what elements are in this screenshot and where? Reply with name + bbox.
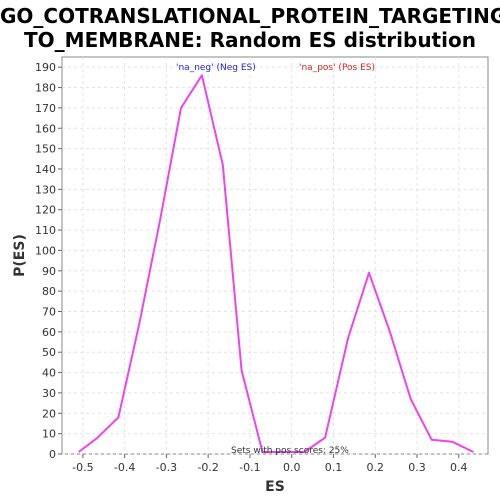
x-tick-label: 0.1 xyxy=(325,461,343,474)
series-line xyxy=(78,74,474,453)
x-tick-label: -0.5 xyxy=(72,461,93,474)
y-tick-label: 50 xyxy=(42,346,56,359)
y-tick-label: 140 xyxy=(35,163,56,176)
y-tick-label: 30 xyxy=(42,387,56,400)
y-tick-label: 10 xyxy=(42,428,56,441)
y-tick-label: 60 xyxy=(42,326,56,339)
pos-scores-annotation: Sets with pos scores: 25% xyxy=(231,446,349,456)
x-tick-label: -0.3 xyxy=(156,461,177,474)
y-tick-label: 110 xyxy=(35,224,56,237)
y-tick-label: 190 xyxy=(35,61,56,74)
y-tick-label: 180 xyxy=(35,82,56,95)
y-tick-label: 120 xyxy=(35,204,56,217)
chart-title-line-2: TO_MEMBRANE: Random ES distribution xyxy=(24,28,476,52)
x-tick-label: -0.1 xyxy=(239,461,260,474)
y-tick-label: 150 xyxy=(35,143,56,156)
x-tick-label: 0.3 xyxy=(408,461,426,474)
x-tick-label: 0.2 xyxy=(366,461,384,474)
y-axis-title: P(ES) xyxy=(12,234,28,277)
y-tick-label: 130 xyxy=(35,183,56,196)
y-tick-label: 100 xyxy=(35,244,56,257)
x-tick-label: -0.4 xyxy=(114,461,135,474)
y-tick-label: 70 xyxy=(42,305,56,318)
gridlines xyxy=(62,57,488,455)
x-tick-label: 0.0 xyxy=(283,461,301,474)
y-tick-label: 20 xyxy=(42,407,56,420)
plot-area xyxy=(61,56,489,455)
y-tick-label: 90 xyxy=(42,265,56,278)
y-tick-label: 0 xyxy=(49,448,56,461)
legend-entry-neg: 'na_neg' (Neg ES) xyxy=(176,63,256,73)
x-tick-label: 0.4 xyxy=(450,461,468,474)
x-axis-title: ES xyxy=(265,479,285,495)
y-tick-label: 40 xyxy=(42,367,56,380)
y-tick-label: 170 xyxy=(35,102,56,115)
chart-title-line-1: GO_COTRANSLATIONAL_PROTEIN_TARGETING_ xyxy=(0,4,500,28)
x-tick-label: -0.2 xyxy=(197,461,218,474)
axis-ticks: 0 10 20 30 40 50 60 70 80 90 100 110 120 130 140 150 160… xyxy=(35,61,468,474)
y-tick-label: 160 xyxy=(35,122,56,135)
legend-entry-pos: 'na_pos' (Pos ES) xyxy=(299,63,375,73)
y-tick-label: 80 xyxy=(42,285,56,298)
